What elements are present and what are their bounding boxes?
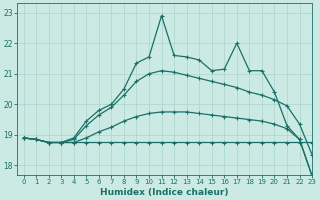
X-axis label: Humidex (Indice chaleur): Humidex (Indice chaleur) xyxy=(100,188,229,197)
